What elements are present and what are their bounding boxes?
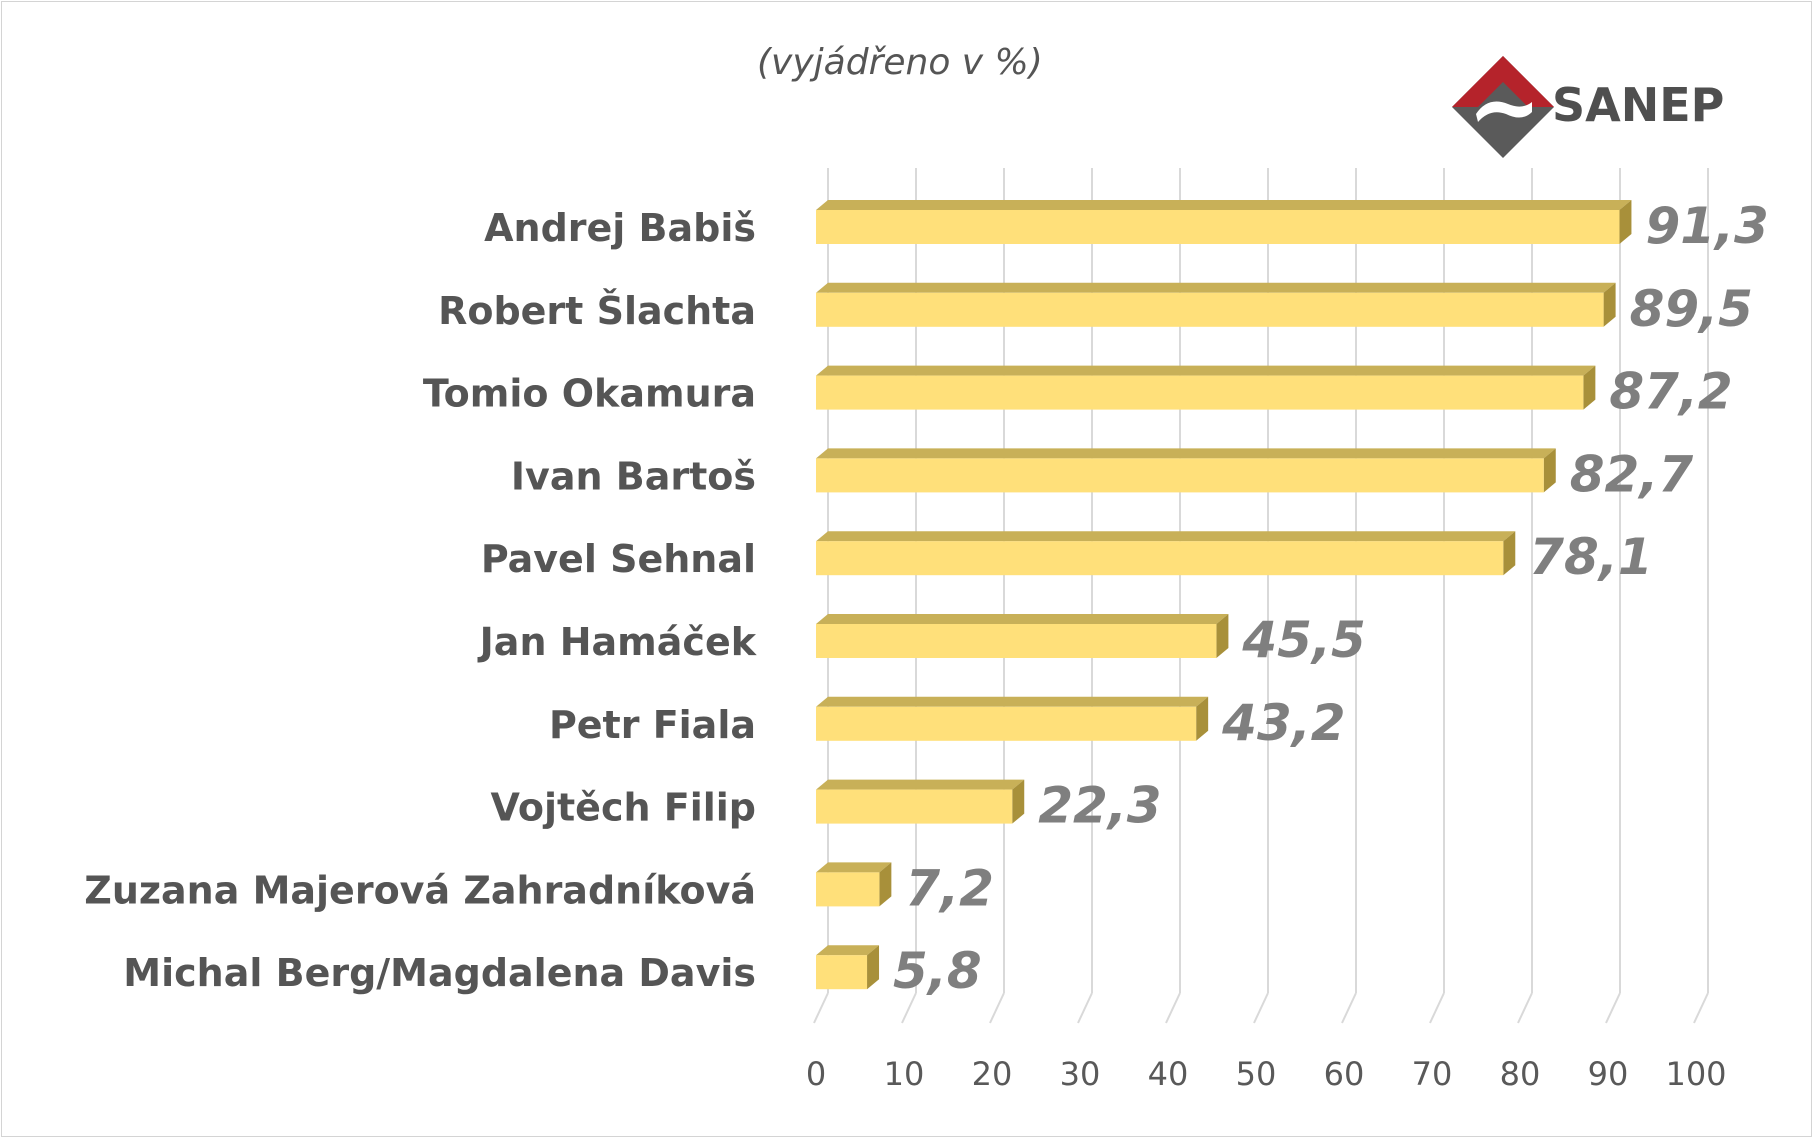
grid-floor-line <box>1253 992 1269 1024</box>
bar <box>816 696 1209 741</box>
bar-front-face <box>816 541 1504 576</box>
category-label: Tomio Okamura <box>423 372 756 416</box>
bar-top-face <box>816 779 1025 790</box>
value-label: 43,2 <box>1221 694 1345 752</box>
value-label: 91,3 <box>1645 197 1768 255</box>
bar-side-face <box>1503 531 1516 576</box>
value-label: 45,5 <box>1241 611 1365 669</box>
category-label: Jan Hamáček <box>477 620 757 664</box>
x-tick-label: 40 <box>1148 1055 1189 1093</box>
bars <box>816 200 1632 990</box>
bar <box>816 448 1556 493</box>
grid-floor-line <box>1165 992 1181 1024</box>
bar-side-face <box>1603 282 1616 327</box>
grid-floor-line <box>813 992 829 1024</box>
bar-side-face <box>1619 200 1632 244</box>
sanep-logo-text: SANEP <box>1552 78 1725 132</box>
bar-front-face <box>816 872 880 907</box>
bar <box>816 779 1025 824</box>
bar-side-face <box>1216 614 1229 658</box>
bar <box>816 945 880 990</box>
x-tick-label: 0 <box>806 1055 826 1093</box>
x-tick-label: 20 <box>972 1055 1013 1093</box>
category-label: Andrej Babiš <box>484 206 756 250</box>
grid-floor-line <box>1605 992 1621 1024</box>
bar-front-face <box>816 789 1013 824</box>
bar-side-face <box>867 945 880 990</box>
bar-side-face <box>1583 365 1596 410</box>
grid-floor-line <box>1429 992 1445 1024</box>
grid-floor-line <box>989 992 1005 1024</box>
value-label: 78,1 <box>1529 528 1652 586</box>
category-label: Pavel Sehnal <box>481 537 756 581</box>
bar <box>816 862 892 907</box>
bar-front-face <box>816 292 1604 327</box>
bar <box>816 200 1632 244</box>
bar-front-face <box>816 706 1197 741</box>
grid-floor-line <box>1341 992 1357 1024</box>
bar <box>816 531 1516 576</box>
bar <box>816 614 1229 658</box>
value-label: 7,2 <box>905 859 994 917</box>
category-label: Ivan Bartoš <box>511 454 756 498</box>
bar-top-face <box>816 945 880 956</box>
x-tick-label: 100 <box>1665 1055 1726 1093</box>
sanep-logo: SANEP <box>1448 52 1748 162</box>
bar-top-face <box>816 365 1596 376</box>
bar-top-face <box>816 862 892 873</box>
chart-subtitle: (vyjádřeno v %) <box>757 42 1043 83</box>
bar-top-face <box>816 282 1616 293</box>
bar-side-face <box>1012 779 1025 824</box>
bar-front-face <box>816 458 1544 493</box>
bar-top-face <box>816 696 1209 707</box>
x-tick-label: 10 <box>884 1055 925 1093</box>
bar-top-face <box>816 448 1556 459</box>
category-labels: Andrej Babiš Robert Šlachta Tomio Okamura I… <box>84 206 756 995</box>
x-tick-label: 60 <box>1324 1055 1365 1093</box>
value-label: 89,5 <box>1630 280 1753 338</box>
bar-side-face <box>1543 448 1556 493</box>
grid-floor-line <box>901 992 917 1024</box>
bar-front-face <box>816 375 1584 410</box>
bar <box>816 282 1616 327</box>
value-label: 82,7 <box>1570 445 1694 503</box>
bar-side-face <box>879 862 892 907</box>
value-label: 22,3 <box>1038 777 1161 835</box>
bar-front-face <box>816 624 1217 658</box>
category-label: Robert Šlachta <box>438 289 756 333</box>
bar <box>816 365 1596 410</box>
bar-front-face <box>816 955 868 990</box>
x-tick-label: 50 <box>1236 1055 1277 1093</box>
value-label: 5,8 <box>893 942 982 1000</box>
sanep-logo-icon <box>1452 56 1554 158</box>
value-labels: 91,3 89,5 87,2 82,7 78,1 45,5 43,2 22,3 7,2 5,8 <box>893 197 1769 1000</box>
x-tick-label: 30 <box>1060 1055 1101 1093</box>
bar-top-face <box>816 614 1229 624</box>
category-label: Vojtěch Filip <box>491 786 756 830</box>
grid-floor-line <box>1517 992 1533 1024</box>
value-label: 87,2 <box>1609 363 1732 421</box>
bar-top-face <box>816 200 1632 210</box>
category-label: Petr Fiala <box>549 703 756 747</box>
grid-floor-line <box>1693 992 1709 1024</box>
category-label: Michal Berg/Magdalena Davis <box>123 951 756 995</box>
x-tick-label: 90 <box>1588 1055 1629 1093</box>
bar-front-face <box>816 210 1620 244</box>
grid-floor-line <box>1077 992 1093 1024</box>
bar-top-face <box>816 531 1516 542</box>
x-tick-label: 80 <box>1500 1055 1541 1093</box>
category-label: Zuzana Majerová Zahradníková <box>84 868 756 912</box>
x-axis-ticks: 0 10 20 30 40 50 60 70 80 90 100 <box>806 1055 1727 1093</box>
x-tick-label: 70 <box>1412 1055 1453 1093</box>
bar-side-face <box>1196 696 1209 741</box>
